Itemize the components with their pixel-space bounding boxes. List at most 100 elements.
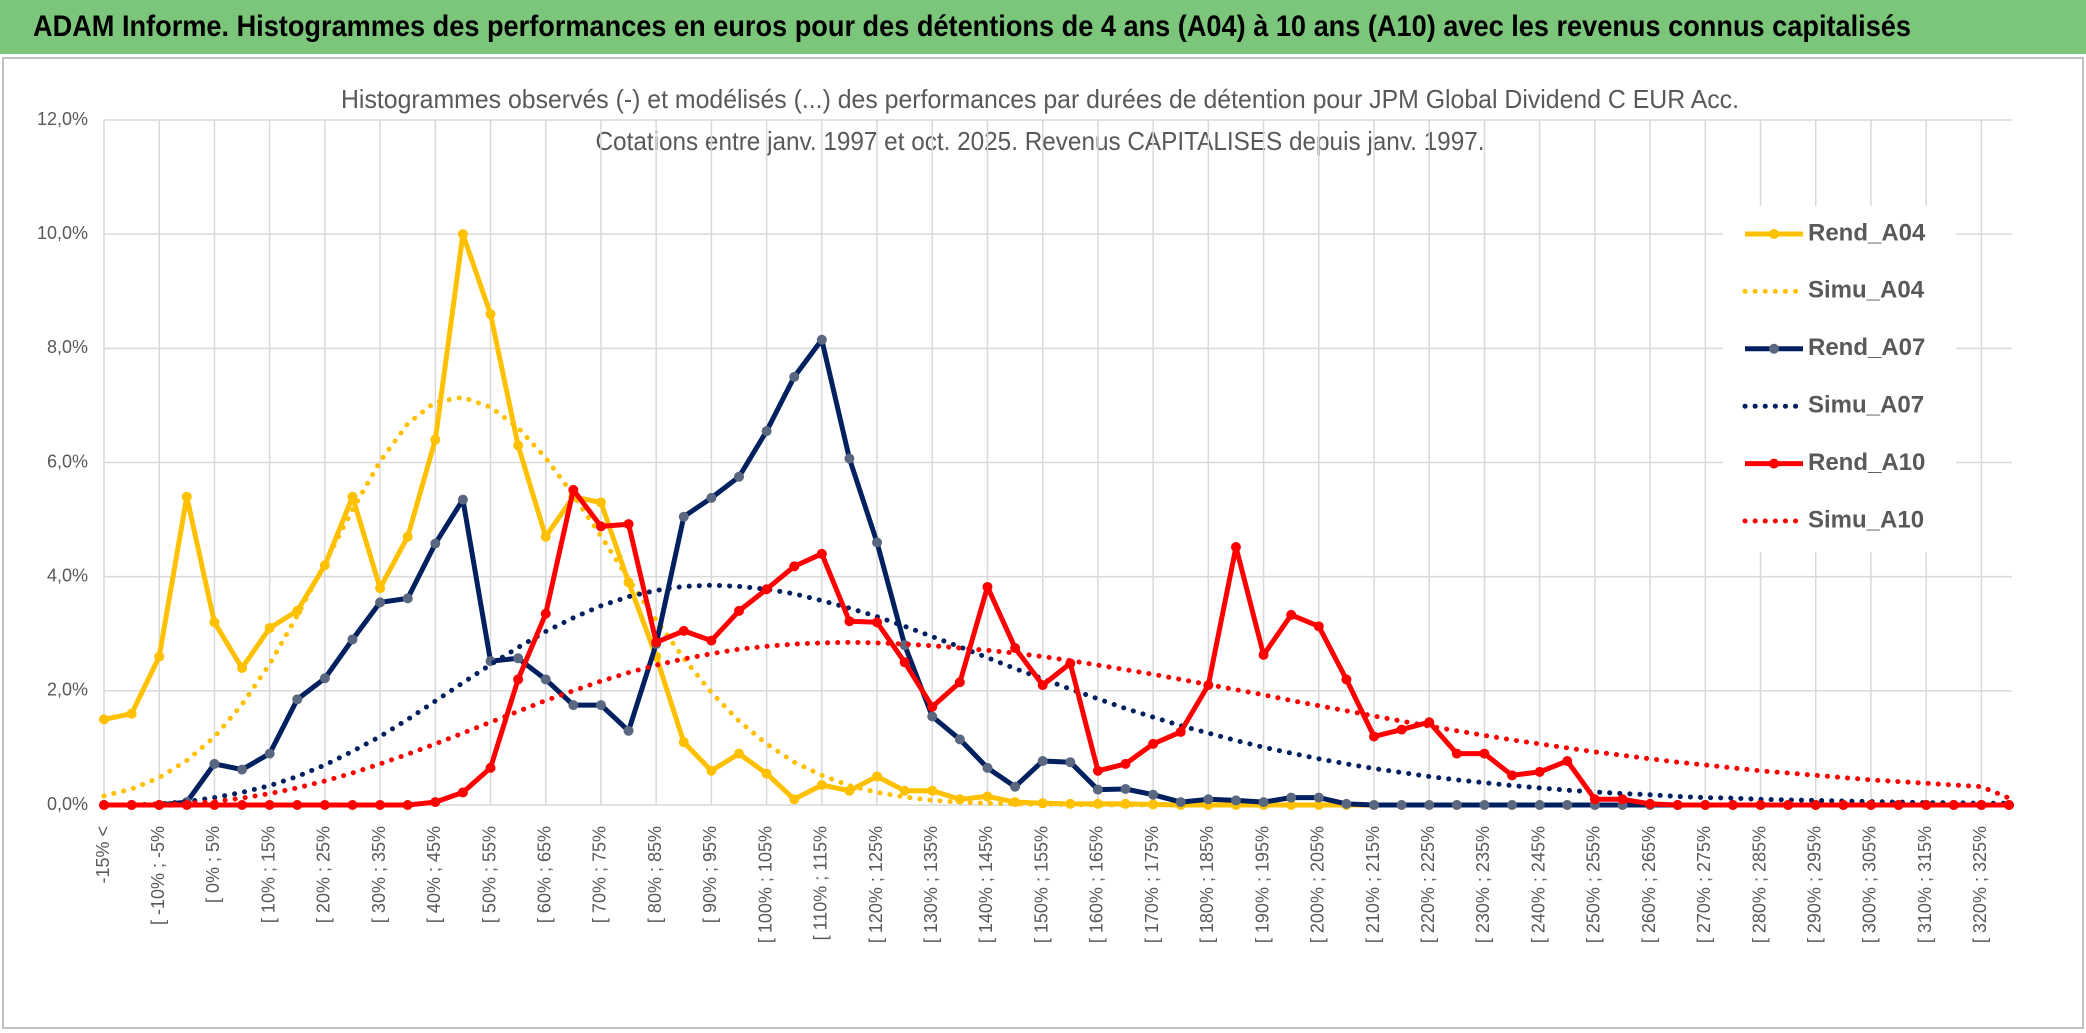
point (899, 785, 910, 796)
point (181, 491, 192, 502)
point (457, 494, 468, 505)
point (678, 625, 689, 636)
point (927, 701, 938, 712)
point (485, 309, 496, 320)
legend-label: Simu_A07 (1808, 392, 1924, 419)
point (816, 334, 827, 345)
point (264, 623, 275, 634)
point (1258, 797, 1269, 808)
point (513, 653, 524, 664)
point (678, 511, 689, 522)
point (154, 651, 165, 662)
x-tick-label: [ 250% ; 255% (1584, 826, 1604, 943)
point (126, 708, 137, 719)
x-tick-label: [ 10% ; 15% (258, 826, 278, 923)
legend-label: Rend_A04 (1808, 219, 1926, 246)
y-tick-label: 2,0% (47, 680, 88, 700)
point (1396, 724, 1407, 735)
point (1313, 621, 1324, 632)
x-tick-label: [ 280% ; 285% (1749, 826, 1769, 943)
legend-label: Rend_A10 (1808, 449, 1925, 476)
point (457, 787, 468, 798)
point (1948, 800, 1959, 810)
point (1451, 800, 1462, 810)
point (1148, 738, 1159, 749)
header-title: ADAM Informe. Histogrammes des performan… (33, 10, 1911, 43)
point (1092, 784, 1103, 795)
point (1645, 798, 1656, 809)
x-tick-label: [ 230% ; 235% (1473, 826, 1493, 943)
point (1258, 649, 1269, 660)
point (513, 440, 524, 451)
point (540, 674, 551, 685)
point (761, 426, 772, 437)
point (927, 711, 938, 722)
point (1921, 800, 1932, 810)
series-line (104, 487, 2009, 808)
x-tick-label: [ 310% ; 315% (1915, 826, 1935, 943)
x-tick-label: [ 30% ; 35% (369, 826, 389, 923)
point (678, 737, 689, 748)
point (789, 794, 800, 805)
y-tick-label: 12,0% (37, 109, 88, 129)
legend-marker (1769, 458, 1779, 469)
point (1396, 800, 1407, 810)
point (844, 785, 855, 796)
point (761, 584, 772, 595)
x-tick-label: [ 220% ; 225% (1418, 826, 1438, 943)
y-tick-label: 10,0% (37, 223, 88, 243)
y-tick-label: 0,0% (47, 794, 88, 814)
point (1203, 794, 1214, 805)
x-tick-label: [ 50% ; 55% (479, 826, 499, 923)
legend-label: Simu_A04 (1808, 277, 1925, 304)
x-tick-label: [ 170% ; 175% (1142, 826, 1162, 943)
point (264, 800, 275, 810)
plot (99, 229, 2014, 810)
point (1562, 800, 1573, 810)
point (982, 791, 993, 802)
point (264, 748, 275, 759)
point (430, 538, 441, 549)
x-tick-label: [ 40% ; 45% (424, 826, 444, 923)
x-tick-label: [ 200% ; 205% (1308, 826, 1328, 943)
point (1010, 781, 1021, 792)
legend-box (1723, 206, 1956, 552)
point (1893, 800, 1904, 810)
point (1230, 795, 1241, 806)
point (982, 762, 993, 773)
x-tick-label: [ 300% ; 305% (1860, 826, 1880, 943)
y-tick-label: 6,0% (47, 451, 88, 471)
point (209, 758, 220, 769)
point (99, 714, 109, 725)
point (1369, 731, 1379, 742)
x-tick-label: [ 120% ; 125% (866, 826, 886, 943)
x-tick-label: [ 90% ; 95% (700, 826, 720, 923)
point (844, 453, 855, 464)
x-tick-label: [ 0% ; 5% (203, 826, 223, 903)
x-tick-label: [ 210% ; 215% (1363, 826, 1383, 943)
point (816, 780, 827, 791)
point (1037, 756, 1048, 767)
point (1562, 756, 1573, 767)
x-tick-label: [ 20% ; 25% (314, 826, 334, 923)
x-tick-label: [ 180% ; 185% (1197, 826, 1217, 943)
point (375, 800, 386, 810)
point (154, 800, 165, 810)
point (1451, 748, 1462, 759)
x-tick-label: [ 240% ; 245% (1528, 826, 1548, 943)
x-tick-label: [ 160% ; 165% (1087, 826, 1107, 943)
point (1783, 800, 1794, 810)
point (1286, 609, 1297, 620)
x-tick-label: [ 150% ; 155% (1031, 826, 1051, 943)
x-tick-label: [ 80% ; 85% (645, 826, 665, 923)
point (237, 800, 248, 810)
point (1010, 643, 1021, 654)
point (1313, 800, 1324, 810)
point (375, 583, 386, 594)
point (734, 471, 744, 482)
point (292, 800, 303, 810)
point (982, 581, 993, 592)
point (623, 725, 634, 736)
point (789, 371, 800, 382)
